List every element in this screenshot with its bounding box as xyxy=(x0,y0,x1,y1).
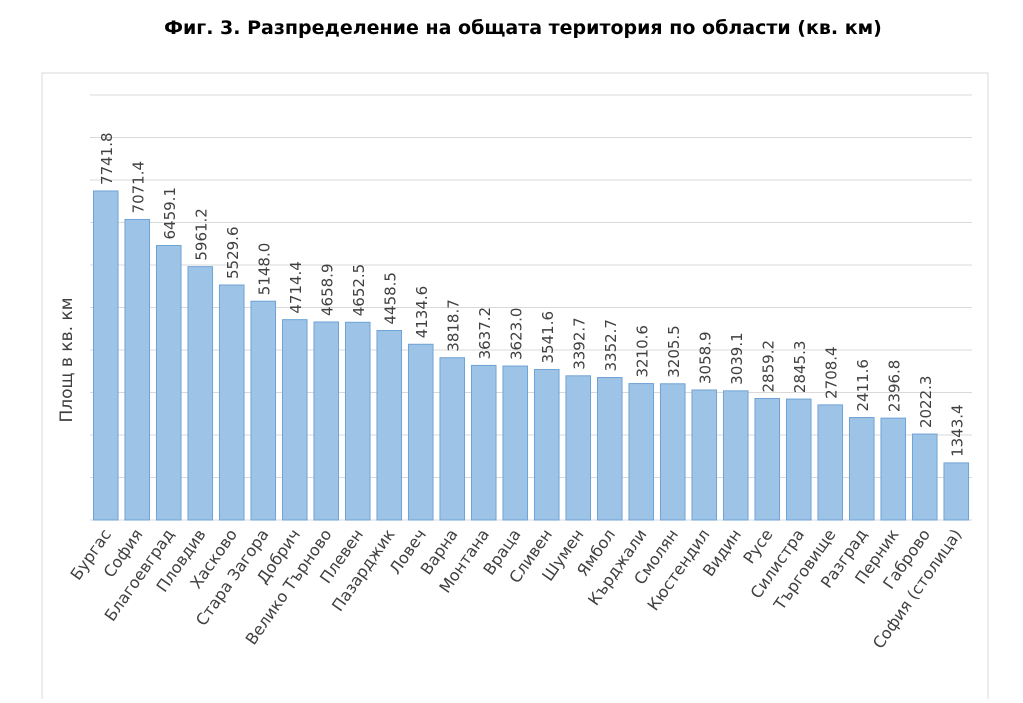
value-label: 2022.3 xyxy=(917,376,935,429)
bar xyxy=(250,300,277,521)
bar xyxy=(754,397,781,521)
bar xyxy=(313,321,340,521)
value-label: 3205.5 xyxy=(665,325,683,378)
bar xyxy=(344,321,371,521)
value-label: 3637.2 xyxy=(476,307,494,360)
bar xyxy=(785,398,812,521)
value-label: 3392.7 xyxy=(570,317,588,370)
value-label: 5529.6 xyxy=(224,226,242,279)
bar xyxy=(691,389,718,521)
bar xyxy=(880,417,907,521)
chart-title: Фиг. 3. Разпределение на общата територи… xyxy=(164,17,882,39)
value-label: 2396.8 xyxy=(885,360,903,413)
value-label: 3541.6 xyxy=(539,311,557,364)
bar xyxy=(502,365,529,521)
value-label: 7741.8 xyxy=(98,132,116,185)
bar xyxy=(92,190,119,521)
bar xyxy=(817,404,844,521)
bar xyxy=(659,383,686,521)
bar xyxy=(533,368,560,521)
value-label: 4658.9 xyxy=(318,263,336,316)
bar xyxy=(565,375,592,521)
value-label: 2411.6 xyxy=(854,359,872,412)
value-label: 3039.1 xyxy=(728,332,746,385)
value-label: 2708.4 xyxy=(822,346,840,399)
bar xyxy=(124,218,151,521)
value-label: 2845.3 xyxy=(791,341,809,394)
value-label: 4458.5 xyxy=(381,272,399,325)
value-label: 3623.0 xyxy=(507,308,525,361)
bar xyxy=(596,377,623,521)
value-label: 1343.4 xyxy=(948,404,966,457)
value-label: 4134.6 xyxy=(413,286,431,339)
bar xyxy=(911,433,938,521)
value-label: 7071.4 xyxy=(129,161,147,214)
chart-frame xyxy=(41,72,989,703)
bar xyxy=(218,284,245,521)
value-label: 4714.4 xyxy=(287,261,305,314)
bar xyxy=(848,417,875,521)
value-label: 5961.2 xyxy=(192,208,210,261)
value-label: 6459.1 xyxy=(161,187,179,240)
bar xyxy=(943,462,970,521)
bar xyxy=(439,357,466,521)
bar xyxy=(155,244,182,521)
value-label: 3818.7 xyxy=(444,299,462,352)
y-axis-label: Площ в кв. км xyxy=(57,297,77,422)
value-label: 2859.2 xyxy=(759,340,777,393)
bar xyxy=(470,364,497,521)
value-label: 3058.9 xyxy=(696,331,714,384)
value-label: 4652.5 xyxy=(350,264,368,317)
bar xyxy=(722,390,749,521)
value-label: 5148.0 xyxy=(255,243,273,296)
bar xyxy=(187,266,214,521)
bar xyxy=(376,330,403,521)
bar xyxy=(281,319,308,521)
bar xyxy=(628,383,655,521)
bar xyxy=(407,343,434,521)
value-label: 3210.6 xyxy=(633,325,651,378)
value-label: 3352.7 xyxy=(602,319,620,372)
